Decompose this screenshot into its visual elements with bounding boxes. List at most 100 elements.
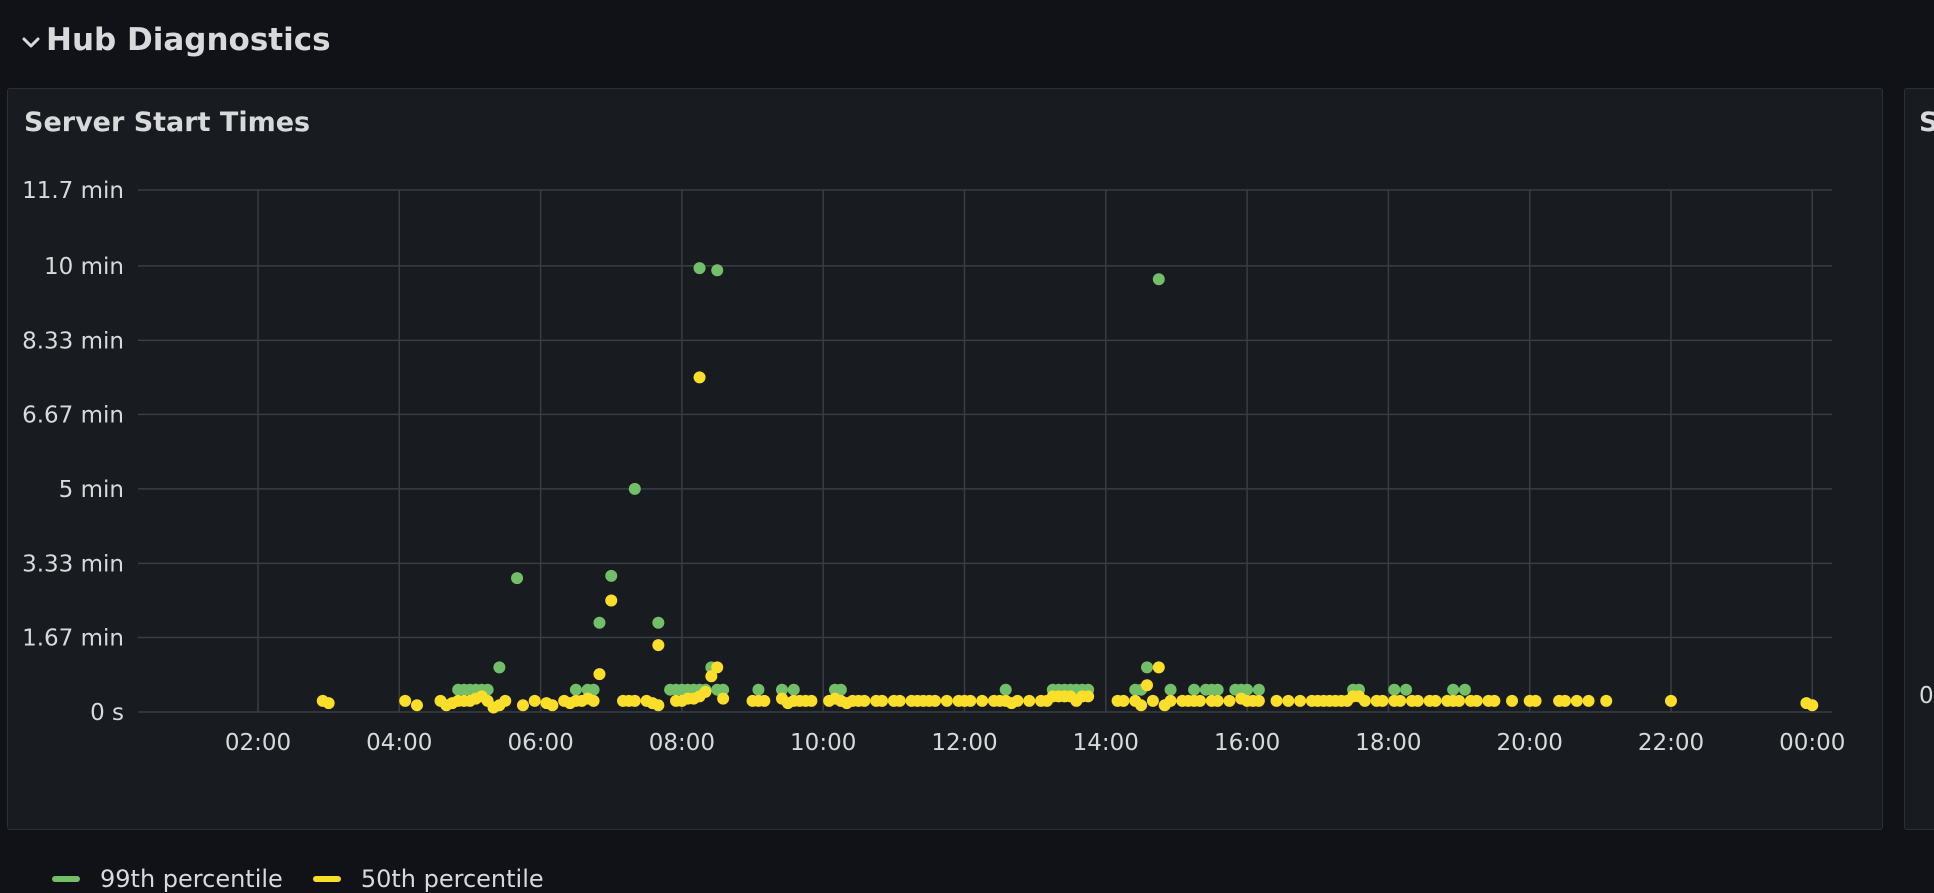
data-point[interactable]: [1188, 683, 1201, 696]
legend-item[interactable]: 50th percentile: [312, 865, 544, 893]
data-point[interactable]: [1252, 683, 1265, 696]
data-point[interactable]: [1559, 694, 1572, 707]
data-point[interactable]: [717, 692, 730, 705]
data-point[interactable]: [1529, 694, 1542, 707]
data-point[interactable]: [1600, 694, 1613, 707]
data-point[interactable]: [1241, 683, 1254, 696]
data-point[interactable]: [705, 670, 718, 683]
data-point[interactable]: [976, 694, 989, 707]
data-point[interactable]: [1211, 694, 1224, 707]
data-point[interactable]: [652, 616, 665, 629]
data-point[interactable]: [787, 683, 800, 696]
data-point[interactable]: [605, 569, 618, 582]
data-point[interactable]: [1141, 679, 1154, 692]
data-point[interactable]: [1400, 683, 1413, 696]
data-point[interactable]: [605, 594, 618, 607]
data-point[interactable]: [1570, 694, 1583, 707]
y-tick-label: 3.33 min: [22, 551, 124, 577]
row-header[interactable]: Hub Diagnostics: [0, 0, 1934, 84]
data-point[interactable]: [1376, 694, 1389, 707]
data-point[interactable]: [1164, 694, 1177, 707]
data-point[interactable]: [1146, 694, 1159, 707]
data-point[interactable]: [758, 694, 771, 707]
data-point[interactable]: [805, 694, 818, 707]
x-tick-label: 14:00: [1073, 730, 1139, 756]
data-point[interactable]: [964, 694, 977, 707]
panel-title[interactable]: S: [1919, 107, 1934, 138]
legend-label: 50th percentile: [360, 865, 544, 893]
data-point[interactable]: [775, 683, 788, 696]
data-point[interactable]: [1447, 683, 1460, 696]
data-point[interactable]: [593, 668, 606, 681]
data-point[interactable]: [587, 683, 600, 696]
data-point[interactable]: [1411, 694, 1424, 707]
data-point[interactable]: [1806, 699, 1819, 712]
data-point[interactable]: [1152, 661, 1165, 674]
data-point[interactable]: [1223, 694, 1236, 707]
data-point[interactable]: [1470, 694, 1483, 707]
data-point[interactable]: [528, 694, 541, 707]
data-point[interactable]: [752, 683, 765, 696]
x-tick-label: 12:00: [931, 730, 997, 756]
data-point[interactable]: [1429, 694, 1442, 707]
chevron-down-icon[interactable]: [20, 30, 42, 54]
data-point[interactable]: [1117, 694, 1130, 707]
data-point[interactable]: [410, 699, 423, 712]
data-point[interactable]: [929, 694, 942, 707]
x-tick-label: 02:00: [225, 730, 291, 756]
data-point[interactable]: [1665, 694, 1677, 707]
data-point[interactable]: [587, 694, 600, 707]
data-point[interactable]: [593, 616, 606, 629]
data-point[interactable]: [1582, 694, 1595, 707]
data-point[interactable]: [652, 699, 665, 712]
data-point[interactable]: [516, 699, 529, 712]
data-point[interactable]: [711, 264, 724, 277]
y-tick-label: 5 min: [59, 477, 124, 503]
data-point[interactable]: [876, 694, 889, 707]
data-point[interactable]: [711, 661, 724, 674]
data-point[interactable]: [1458, 683, 1471, 696]
panel-title[interactable]: Server Start Times: [24, 107, 311, 138]
data-point[interactable]: [569, 683, 582, 696]
data-point[interactable]: [399, 694, 412, 707]
data-point[interactable]: [699, 685, 712, 698]
data-point[interactable]: [1453, 694, 1466, 707]
data-point[interactable]: [652, 639, 665, 652]
data-point[interactable]: [999, 683, 1012, 696]
data-point[interactable]: [1294, 694, 1307, 707]
data-point[interactable]: [1164, 683, 1177, 696]
data-point[interactable]: [628, 482, 641, 495]
row-title[interactable]: Hub Diagnostics: [46, 22, 331, 58]
data-point[interactable]: [1252, 694, 1265, 707]
data-point[interactable]: [1506, 694, 1519, 707]
data-point[interactable]: [1270, 694, 1283, 707]
data-point[interactable]: [693, 371, 706, 384]
data-point[interactable]: [1023, 694, 1036, 707]
data-point[interactable]: [1011, 694, 1024, 707]
data-point[interactable]: [1388, 683, 1401, 696]
data-point[interactable]: [893, 694, 906, 707]
data-point[interactable]: [322, 697, 335, 710]
data-point[interactable]: [717, 683, 730, 696]
data-point[interactable]: [834, 683, 847, 696]
data-point[interactable]: [858, 694, 871, 707]
data-point[interactable]: [1211, 683, 1224, 696]
data-point[interactable]: [1358, 694, 1371, 707]
data-point[interactable]: [1282, 694, 1295, 707]
data-point[interactable]: [1488, 694, 1501, 707]
data-point[interactable]: [1394, 694, 1407, 707]
legend-item[interactable]: 99th percentile: [52, 865, 283, 893]
data-point[interactable]: [1152, 273, 1165, 286]
data-point[interactable]: [511, 572, 524, 585]
data-point[interactable]: [628, 694, 641, 707]
data-point[interactable]: [1141, 661, 1154, 674]
data-point[interactable]: [940, 694, 953, 707]
data-point[interactable]: [546, 699, 559, 712]
data-point[interactable]: [1194, 694, 1206, 707]
data-point[interactable]: [693, 262, 706, 275]
data-point[interactable]: [499, 694, 512, 707]
data-point[interactable]: [1082, 690, 1095, 703]
y-tick-label: 6.67 min: [22, 402, 124, 428]
data-point[interactable]: [1135, 699, 1148, 712]
data-point[interactable]: [493, 661, 506, 674]
